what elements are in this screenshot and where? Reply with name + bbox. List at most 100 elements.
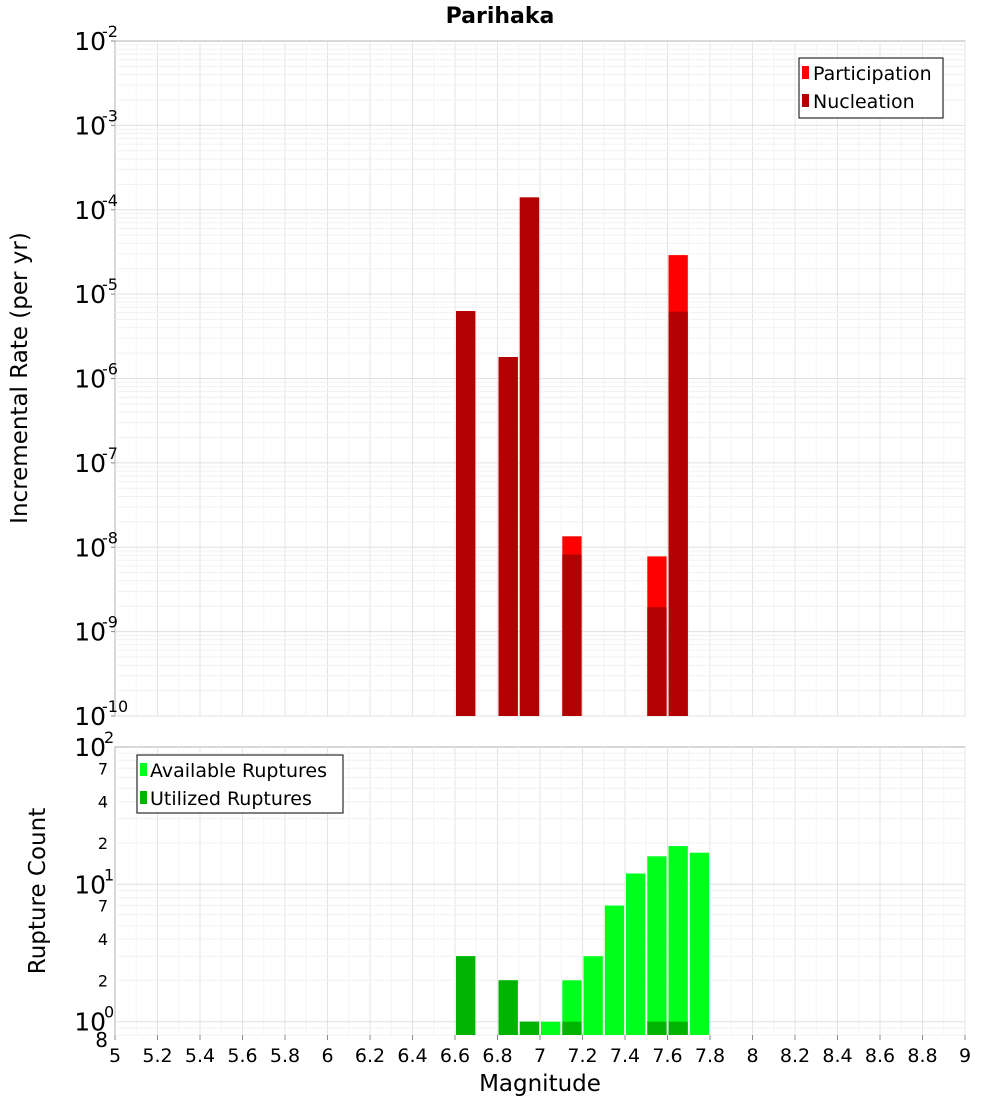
y-minor-tick-label: 8 bbox=[95, 1028, 108, 1052]
bar-nucleation bbox=[519, 197, 540, 716]
y-tick-exponent: -5 bbox=[102, 275, 118, 294]
bar-utilized-ruptures bbox=[647, 1021, 667, 1035]
y-tick-base: 10 bbox=[74, 533, 106, 562]
y-tick-base: 10 bbox=[74, 733, 106, 762]
legend-label-nucleation: Nucleation bbox=[813, 91, 915, 113]
bar-utilized-ruptures bbox=[498, 980, 518, 1035]
y-tick-exponent: -10 bbox=[102, 697, 128, 716]
x-tick-label: 6 bbox=[321, 1045, 333, 1067]
top-bars bbox=[456, 197, 688, 716]
y-tick-label: 10-9 bbox=[74, 613, 118, 647]
top-legend: Participation Nucleation bbox=[798, 57, 944, 119]
legend-label-available-ruptures: Available Ruptures bbox=[150, 760, 327, 782]
legend-label-utilized-ruptures: Utilized Ruptures bbox=[150, 788, 312, 810]
y-tick-base: 10 bbox=[74, 449, 106, 478]
x-tick-label: 7.4 bbox=[610, 1045, 640, 1067]
x-tick-label: 8.8 bbox=[907, 1045, 937, 1067]
bar-available-ruptures bbox=[541, 1021, 561, 1035]
bar-available-ruptures bbox=[583, 956, 603, 1035]
bar-nucleation bbox=[498, 357, 518, 716]
legend-swatch-participation bbox=[802, 66, 809, 79]
bar-available-ruptures bbox=[626, 873, 646, 1035]
y-tick-label: 102 bbox=[74, 728, 114, 762]
y-tick-label: 10-3 bbox=[74, 106, 118, 140]
bar-utilized-ruptures bbox=[456, 956, 476, 1035]
y-tick-exponent: 1 bbox=[104, 865, 114, 884]
y-tick-exponent: -4 bbox=[102, 191, 118, 210]
x-tick-label: 5.8 bbox=[270, 1045, 300, 1067]
bottom-y-axis-label: Rupture Count bbox=[25, 808, 51, 974]
y-tick-exponent: -3 bbox=[102, 106, 118, 125]
bar-nucleation bbox=[668, 311, 688, 716]
x-tick-label: 7.2 bbox=[567, 1045, 597, 1067]
bar-nucleation bbox=[562, 554, 582, 716]
x-tick-label: 8.6 bbox=[865, 1045, 895, 1067]
y-minor-tick-label: 2 bbox=[98, 971, 108, 990]
y-tick-label: 10-5 bbox=[74, 275, 118, 309]
bar-available-ruptures bbox=[562, 980, 582, 1035]
y-tick-label: 10-4 bbox=[74, 191, 118, 225]
y-tick-exponent: -8 bbox=[102, 528, 118, 547]
bottom-legend-box bbox=[136, 754, 344, 814]
y-tick-exponent: -2 bbox=[102, 22, 118, 41]
y-tick-exponent: 2 bbox=[104, 728, 114, 747]
y-tick-base: 10 bbox=[74, 280, 106, 309]
y-tick-exponent: -9 bbox=[102, 613, 118, 632]
x-tick-label: 7.6 bbox=[652, 1045, 682, 1067]
x-tick-label: 7 bbox=[534, 1045, 546, 1067]
bar-available-ruptures bbox=[604, 905, 625, 1035]
y-tick-exponent: -7 bbox=[102, 444, 118, 463]
bar-available-ruptures bbox=[689, 852, 710, 1035]
x-tick-label: 7.8 bbox=[695, 1045, 725, 1067]
legend-swatch-available-ruptures bbox=[140, 763, 147, 776]
y-tick-base: 10 bbox=[74, 27, 106, 56]
x-tick-label: 6.8 bbox=[482, 1045, 512, 1067]
x-axis-ticks: 5 5.2 5.4 5.6 5.8 6 6.2 6.4 6.6 6.8 7 7.2 7.4 7.6 7.8 8… bbox=[109, 1035, 971, 1067]
legend-swatch-utilized-ruptures bbox=[140, 791, 147, 804]
y-tick-exponent: -6 bbox=[102, 360, 118, 379]
y-tick-label: 10-8 bbox=[74, 528, 118, 562]
y-minor-tick-label: 7 bbox=[98, 897, 108, 916]
y-tick-label: 10-10 bbox=[74, 697, 128, 731]
x-tick-label: 9 bbox=[959, 1045, 971, 1067]
legend-swatch-nucleation bbox=[802, 94, 809, 107]
bar-utilized-ruptures bbox=[668, 1021, 688, 1035]
y-tick-base: 10 bbox=[74, 618, 106, 647]
bar-utilized-ruptures bbox=[562, 1021, 582, 1035]
x-tick-label: 5 bbox=[109, 1045, 121, 1067]
x-tick-label: 6.6 bbox=[440, 1045, 470, 1067]
y-tick-base: 10 bbox=[74, 196, 106, 225]
x-tick-label: 5.2 bbox=[142, 1045, 172, 1067]
bar-nucleation bbox=[456, 311, 476, 716]
y-tick-base: 10 bbox=[74, 365, 106, 394]
y-tick-base: 10 bbox=[74, 702, 106, 731]
y-tick-label: 10-2 bbox=[74, 22, 118, 56]
top-y-axis-label: Incremental Rate (per yr) bbox=[7, 232, 33, 524]
y-minor-tick-label: 4 bbox=[98, 930, 108, 949]
y-tick-label: 10-6 bbox=[74, 360, 118, 394]
legend-label-participation: Participation bbox=[813, 63, 932, 85]
x-tick-label: 8.2 bbox=[780, 1045, 810, 1067]
y-tick-label: 10-7 bbox=[74, 444, 118, 478]
bottom-legend: Available Ruptures Utilized Ruptures bbox=[136, 754, 344, 814]
x-tick-label: 8.4 bbox=[822, 1045, 852, 1067]
y-tick-base: 10 bbox=[74, 870, 106, 899]
y-minor-tick-label: 7 bbox=[98, 759, 108, 778]
bar-utilized-ruptures bbox=[519, 1021, 540, 1035]
bar-available-ruptures bbox=[668, 846, 688, 1035]
x-tick-label: 5.6 bbox=[227, 1045, 257, 1067]
chart-title: Parihaka bbox=[446, 4, 555, 29]
bar-nucleation bbox=[647, 607, 667, 716]
y-tick-label: 101 bbox=[74, 865, 114, 899]
x-tick-label: 5.4 bbox=[185, 1045, 215, 1067]
bottom-bars bbox=[456, 846, 710, 1035]
y-tick-label: 100 bbox=[74, 1003, 114, 1037]
x-tick-label: 6.4 bbox=[397, 1045, 427, 1067]
top-legend-box bbox=[798, 57, 944, 119]
x-tick-label: 8 bbox=[746, 1045, 758, 1067]
